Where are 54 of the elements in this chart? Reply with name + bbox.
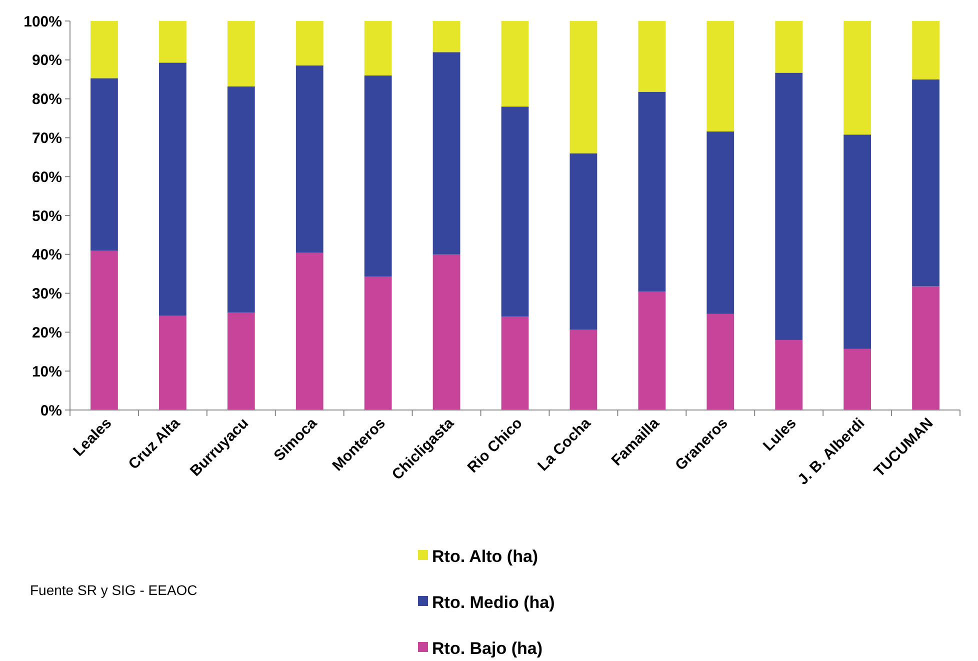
bar [159,62,186,316]
bar [706,21,734,132]
bar [775,72,803,340]
bar [912,21,940,80]
bar [844,348,871,410]
bar [296,252,324,410]
y-tick-label: 60% [32,168,62,186]
bar [912,286,940,410]
bar [159,21,186,63]
bar [296,65,324,253]
y-tick-label: 10% [32,363,62,380]
y-tick-label: 70% [32,130,62,147]
bar [296,21,324,66]
source-note: Fuente SR y SIG - EEAOC [30,582,198,598]
bar [844,134,871,349]
bar [501,316,529,410]
bar [364,276,392,410]
y-tick-label: 90% [32,52,62,70]
bar [90,78,118,251]
bar [844,21,871,135]
bar [775,21,803,73]
y-tick-label: 50% [32,208,62,225]
bar [364,21,392,76]
y-tick-label: 30% [32,286,62,303]
bar [364,75,392,277]
bar [432,21,460,52]
bar [227,86,255,313]
bar [775,340,803,410]
bar [638,292,666,410]
y-tick-label: 0% [40,402,62,420]
legend-label: Rto. Alto (ha) [432,546,538,566]
y-tick-label: 100% [24,13,62,30]
bar [501,21,529,107]
legend-label: Rto. Bajo (ha) [432,638,542,658]
y-tick-label: 40% [32,246,62,264]
bar [912,79,940,286]
bar [638,92,666,292]
y-tick-label: 20% [32,324,62,342]
bar [706,314,734,410]
bar [227,21,255,86]
bar [706,131,734,314]
bar [570,153,598,330]
bar [501,106,529,317]
bar [570,21,598,154]
bar [638,21,666,92]
bar [90,250,118,410]
bar [159,316,186,410]
bar [432,52,460,254]
legend-label: Rto. Medio (ha) [432,592,555,612]
bar [227,312,255,410]
bar [570,329,598,410]
bar [90,21,118,78]
bar [432,254,460,410]
y-tick-label: 80% [32,91,62,108]
